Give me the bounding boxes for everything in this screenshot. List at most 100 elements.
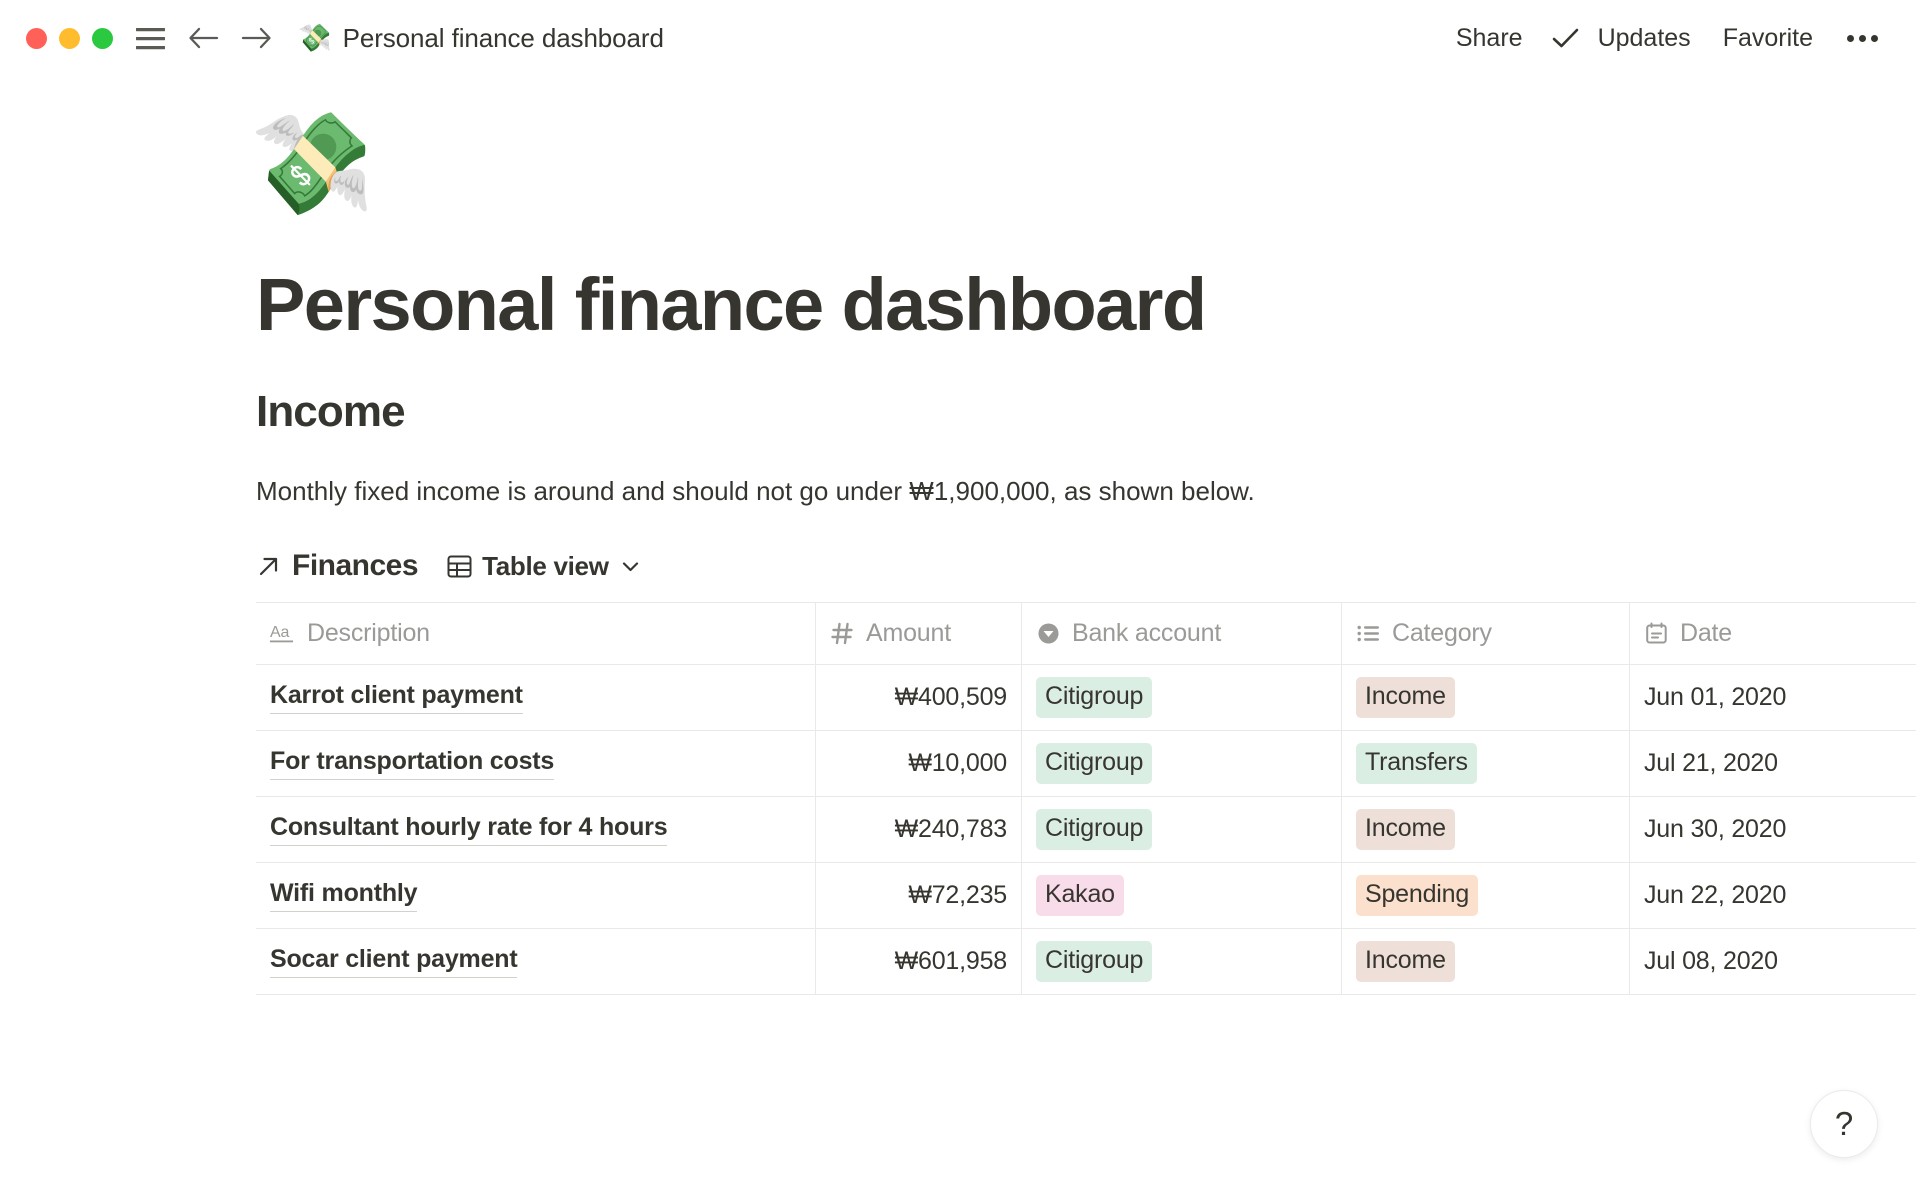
cell-amount[interactable]: ₩400,509	[816, 665, 1022, 731]
document-emoji-icon: 💸	[298, 22, 332, 53]
cell-bank-account[interactable]: Citigroup	[1022, 665, 1342, 731]
view-selector[interactable]: Table view	[446, 551, 641, 582]
table-row[interactable]: Consultant hourly rate for 4 hours ₩240,…	[256, 797, 1916, 864]
cell-amount[interactable]: ₩240,783	[816, 797, 1022, 863]
cell-description[interactable]: Socar client payment	[256, 929, 816, 995]
category-tag: Income	[1356, 677, 1455, 719]
table-row[interactable]: Socar client payment ₩601,958 Citigroup …	[256, 929, 1916, 996]
row-title-link[interactable]: For transportation costs	[270, 747, 554, 780]
cell-date[interactable]: Jul 08, 2020	[1630, 929, 1916, 994]
date-value: Jun 30, 2020	[1644, 815, 1787, 844]
maximize-window-button[interactable]	[92, 27, 113, 49]
arrow-up-right-icon[interactable]	[256, 554, 281, 579]
cell-category[interactable]: Transfers	[1342, 731, 1630, 797]
table-header-row: Aa Description Amount	[256, 603, 1916, 666]
chevron-down-icon	[620, 556, 641, 577]
amount-value: ₩601,958	[894, 947, 1008, 976]
page-emoji-icon[interactable]: 💸	[250, 108, 375, 220]
row-title-link[interactable]: Wifi monthly	[270, 879, 418, 912]
text-type-icon: Aa	[270, 622, 296, 646]
cell-description[interactable]: Consultant hourly rate for 4 hours	[256, 797, 816, 863]
row-title-link[interactable]: Karrot client payment	[270, 681, 523, 714]
column-header-date[interactable]: Date	[1630, 603, 1916, 664]
cell-date[interactable]: Jun 30, 2020	[1630, 797, 1916, 862]
category-tag: Spending	[1356, 875, 1479, 917]
date-type-icon	[1644, 621, 1669, 646]
cell-amount[interactable]: ₩72,235	[816, 863, 1022, 929]
share-button[interactable]: Share	[1455, 23, 1523, 52]
date-value: Jun 01, 2020	[1644, 683, 1787, 712]
check-icon[interactable]	[1539, 26, 1582, 50]
cell-date[interactable]: Jun 22, 2020	[1630, 863, 1916, 928]
category-tag: Income	[1356, 941, 1455, 983]
bank-account-tag: Citigroup	[1036, 743, 1153, 785]
cell-category[interactable]: Income	[1342, 929, 1630, 995]
page-content: 💸 Personal finance dashboard Income Mont…	[0, 76, 1920, 996]
minimize-window-button[interactable]	[59, 27, 80, 49]
window-titlebar: 💸 Personal finance dashboard Share Updat…	[0, 0, 1920, 76]
cell-amount[interactable]: ₩601,958	[816, 929, 1022, 995]
column-header-label: Bank account	[1072, 619, 1222, 648]
amount-value: ₩240,783	[894, 815, 1008, 844]
column-header-label: Description	[307, 619, 430, 648]
arrow-left-icon[interactable]	[188, 25, 219, 51]
hamburger-icon[interactable]	[135, 27, 166, 50]
svg-text:Aa: Aa	[270, 624, 289, 641]
row-title-link[interactable]: Consultant hourly rate for 4 hours	[270, 813, 668, 846]
updates-button[interactable]: Updates	[1597, 23, 1691, 52]
column-header-description[interactable]: Aa Description	[256, 603, 816, 665]
cell-date[interactable]: Jul 21, 2020	[1630, 731, 1916, 796]
cell-category[interactable]: Spending	[1342, 863, 1630, 929]
date-value: Jul 08, 2020	[1644, 947, 1778, 976]
help-button[interactable]: ?	[1810, 1090, 1878, 1158]
table-row[interactable]: For transportation costs ₩10,000 Citigro…	[256, 731, 1916, 798]
table-row[interactable]: Karrot client payment ₩400,509 Citigroup…	[256, 665, 1916, 732]
bank-account-tag: Citigroup	[1036, 809, 1153, 851]
category-tag: Income	[1356, 809, 1455, 851]
amount-value: ₩10,000	[908, 749, 1007, 778]
cell-date[interactable]: Jun 01, 2020	[1630, 665, 1916, 730]
titlebar-actions: Share Updates Favorite	[1440, 20, 1892, 57]
date-value: Jun 22, 2020	[1644, 881, 1787, 910]
arrow-right-icon[interactable]	[241, 25, 272, 51]
collection-header: Finances Table view	[256, 544, 1880, 588]
cell-description[interactable]: Karrot client payment	[256, 665, 816, 731]
category-tag: Transfers	[1356, 743, 1477, 785]
section-heading-income: Income	[256, 386, 406, 436]
document-title: Personal finance dashboard	[342, 22, 664, 53]
column-header-category[interactable]: Category	[1342, 603, 1630, 665]
cell-bank-account[interactable]: Citigroup	[1022, 929, 1342, 995]
amount-value: ₩400,509	[894, 683, 1008, 712]
window-controls	[26, 27, 113, 49]
cell-amount[interactable]: ₩10,000	[816, 731, 1022, 797]
favorite-button[interactable]: Favorite	[1722, 23, 1813, 52]
column-header-label: Category	[1392, 619, 1492, 648]
date-value: Jul 21, 2020	[1644, 749, 1778, 778]
collection-title-finances[interactable]: Finances	[292, 548, 419, 582]
cell-description[interactable]: Wifi monthly	[256, 863, 816, 929]
cell-category[interactable]: Income	[1342, 665, 1630, 731]
page-title: Personal finance dashboard	[256, 263, 1207, 346]
column-header-amount[interactable]: Amount	[816, 603, 1022, 665]
close-window-button[interactable]	[26, 27, 47, 49]
cell-description[interactable]: For transportation costs	[256, 731, 816, 797]
view-label: Table view	[482, 550, 609, 581]
column-header-label: Date	[1680, 619, 1733, 648]
bank-account-tag: Kakao	[1036, 875, 1124, 917]
row-title-link[interactable]: Socar client payment	[270, 945, 518, 978]
cell-category[interactable]: Income	[1342, 797, 1630, 863]
cell-bank-account[interactable]: Citigroup	[1022, 797, 1342, 863]
amount-value: ₩72,235	[908, 881, 1007, 910]
select-type-icon	[1036, 621, 1061, 646]
income-description-paragraph: Monthly fixed income is around and shoul…	[256, 476, 1255, 507]
cell-bank-account[interactable]: Kakao	[1022, 863, 1342, 929]
column-header-label: Amount	[866, 619, 951, 648]
table-row[interactable]: Wifi monthly ₩72,235 Kakao Spending Jun …	[256, 863, 1916, 930]
ellipsis-icon[interactable]	[1829, 31, 1892, 46]
multi-select-type-icon	[1356, 621, 1381, 646]
table-view-icon	[446, 553, 473, 580]
bank-account-tag: Citigroup	[1036, 677, 1153, 719]
cell-bank-account[interactable]: Citigroup	[1022, 731, 1342, 797]
column-header-bank-account[interactable]: Bank account	[1022, 603, 1342, 665]
number-type-icon	[830, 621, 855, 646]
